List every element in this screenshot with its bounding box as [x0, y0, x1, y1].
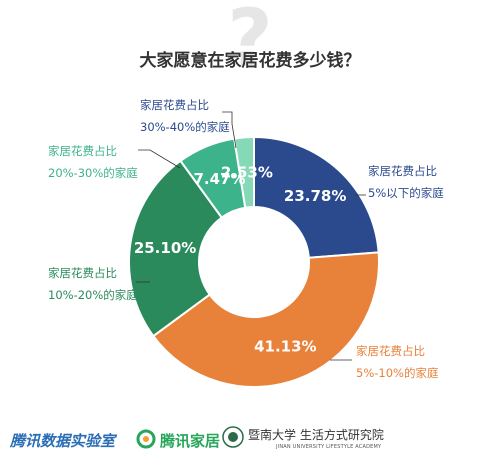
brand-tencent-home: 腾讯家居: [160, 432, 221, 450]
callout-line1: 家居花费占比: [356, 344, 425, 358]
callout-slice-1: 家居花费占比 5%-10%的家庭: [356, 340, 438, 384]
donut-slice-2: [128, 159, 224, 338]
callout-line2: 30%-40%的家庭: [140, 120, 230, 134]
chart-title: 大家愿意在家居花费多少钱？: [139, 51, 361, 71]
callout-line2: 20%-30%的家庭: [48, 166, 138, 180]
donut-slice-4: [233, 135, 255, 209]
value-label-2: 25.10%: [134, 239, 196, 257]
callout-line2: 5%-10%的家庭: [356, 366, 439, 380]
tencent-home-logo-icon: [136, 429, 156, 449]
callout-slice-3: 家居花费占比 20%-30%的家庭: [48, 140, 138, 184]
callout-slice-2: 家居花费占比 10%-20%的家庭: [48, 262, 138, 306]
donut-chart: 23.78% 41.13% 25.10% 7.47%2.53%: [128, 111, 380, 388]
question-mark-decoration: ?: [227, 0, 273, 84]
brand-tencent-data-lab: 腾讯数据实验室: [10, 432, 116, 450]
donut-slice-0: [253, 135, 380, 259]
donut-slice-1: [151, 251, 380, 388]
callout-line1: 家居花费占比: [48, 266, 117, 280]
callout-slice-4: 家居花费占比 30%-40%的家庭: [140, 94, 230, 138]
callout-line1: 家居花费占比: [368, 164, 437, 178]
value-label-1: 41.13%: [254, 337, 316, 355]
leader-line-3: [138, 149, 181, 169]
leader-line-4: [222, 111, 237, 149]
callout-line1: 家居花费占比: [48, 144, 117, 158]
callout-slice-0: 家居花费占比 5%以下的家庭: [368, 160, 444, 204]
footer: 腾讯数据实验室 腾讯家居 暨南大学 生活方式研究院 JINAN UNIVERSI…: [0, 420, 500, 460]
brand-jinan-university-sub: JINAN UNIVERSITY LIFESTYLE ACADEMY: [276, 444, 382, 450]
callout-line2: 5%以下的家庭: [368, 186, 444, 200]
value-label-0: 23.78%: [284, 187, 346, 205]
callout-line1: 家居花费占比: [140, 98, 209, 112]
brand-jinan-university: 暨南大学 生活方式研究院: [248, 428, 384, 442]
jinan-university-seal-icon: [222, 426, 244, 448]
value-label-4: 2.53%: [221, 163, 273, 181]
value-label-3: 7.47%: [193, 170, 245, 188]
callout-line2: 10%-20%的家庭: [48, 288, 138, 302]
